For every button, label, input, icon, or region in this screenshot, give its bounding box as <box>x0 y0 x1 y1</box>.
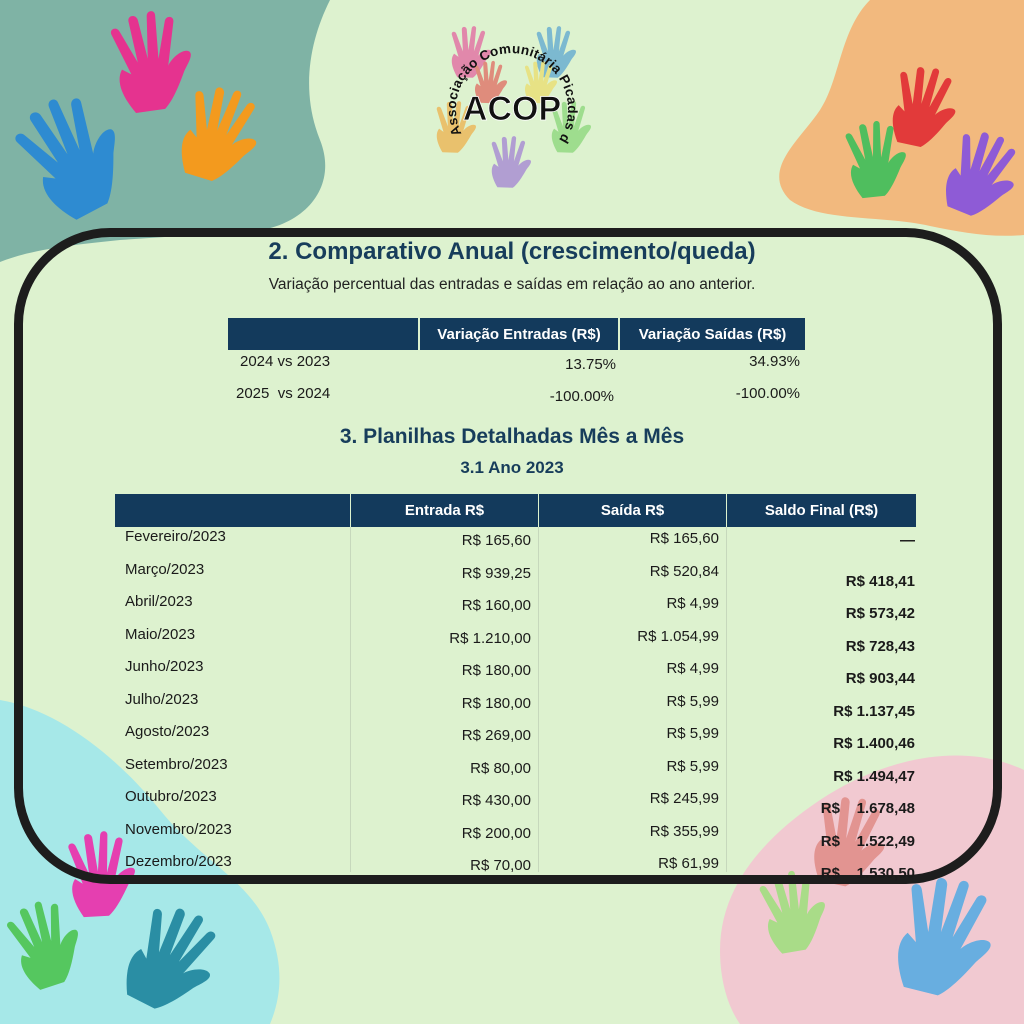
month-cell: Novembro/2023 <box>125 820 232 838</box>
month-cell: Agosto/2023 <box>125 723 210 740</box>
column-divider <box>350 527 351 872</box>
saida-cell: R$ 520,84 <box>649 562 719 580</box>
saldo-cell: — <box>900 532 915 549</box>
month-cell: Setembro/2023 <box>125 755 228 773</box>
entrada-cell: R$ 1.210,00 <box>449 629 531 647</box>
saida-cell: R$ 5,99 <box>666 692 719 710</box>
column-divider <box>726 527 727 872</box>
comparison-row-saidas: -100.00% <box>735 385 800 402</box>
saldo-cell: R$ 1.678,48 <box>820 800 915 817</box>
section2-subtitle: Variação percentual das entradas e saída… <box>268 276 756 293</box>
saldo-cell: R$ 1.522,49 <box>820 832 915 850</box>
logo: Associação Comunitária Picadas do Sul AC… <box>426 24 598 196</box>
section2-title: 2. Comparativo Anual (crescimento/queda) <box>268 238 756 265</box>
entrada-cell: R$ 180,00 <box>461 662 531 679</box>
saldo-cell: R$ 728,43 <box>845 637 915 655</box>
entrada-cell: R$ 160,00 <box>461 597 531 614</box>
entrada-cell: R$ 180,00 <box>461 694 531 712</box>
entrada-cell: R$ 80,00 <box>470 759 531 777</box>
section3-title: 3. Planilhas Detalhadas Mês a Mês <box>339 425 685 448</box>
comparison-row-label: 2024 vs 2023 <box>240 353 331 370</box>
saldo-cell: R$ 1.530,50 <box>820 865 915 882</box>
logo-acronym: ACOP <box>463 90 561 128</box>
saida-cell: R$ 5,99 <box>666 725 719 742</box>
month-cell: Julho/2023 <box>125 690 199 708</box>
month-cell: Abril/2023 <box>125 593 193 610</box>
month-cell: Junho/2023 <box>125 658 204 675</box>
month-cell: Outubro/2023 <box>125 788 217 805</box>
section3-subtitle: 3.1 Ano 2023 <box>460 458 564 477</box>
column-divider <box>538 527 539 872</box>
comparison-header-empty <box>228 318 418 350</box>
saida-cell: R$ 1.054,99 <box>637 627 719 645</box>
saida-cell: R$ 61,99 <box>658 855 719 872</box>
comparison-header-saidas: Variação Saídas (R$) <box>620 318 805 350</box>
entrada-cell: R$ 269,00 <box>461 727 531 744</box>
comparison-row-label: 2025 vs 2024 <box>236 385 331 402</box>
saldo-cell: R$ 1.137,45 <box>833 702 915 720</box>
entrada-cell: R$ 939,25 <box>461 564 531 582</box>
entrada-cell: R$ 70,00 <box>470 857 531 874</box>
saldo-cell: R$ 903,44 <box>845 670 915 687</box>
saldo-cell: R$ 1.494,47 <box>833 767 915 785</box>
saida-cell: R$ 4,99 <box>666 595 719 612</box>
content-frame <box>14 228 1002 884</box>
entrada-cell: R$ 165,60 <box>461 532 531 549</box>
saldo-cell: R$ 573,42 <box>845 605 915 622</box>
entrada-cell: R$ 200,00 <box>461 824 531 842</box>
saldo-cell: R$ 418,41 <box>845 572 915 590</box>
month-cell: Dezembro/2023 <box>125 853 232 870</box>
saldo-cell: R$ 1.400,46 <box>833 735 915 752</box>
saida-cell: R$ 165,60 <box>649 530 719 547</box>
monthly-header-month <box>115 494 350 527</box>
saida-cell: R$ 5,99 <box>666 757 719 775</box>
entrada-cell: R$ 430,00 <box>461 792 531 809</box>
comparison-header-entradas: Variação Entradas (R$) <box>420 318 618 350</box>
saida-cell: R$ 245,99 <box>649 790 719 807</box>
monthly-header-saldo: Saldo Final (R$) <box>727 494 916 527</box>
saida-cell: R$ 355,99 <box>649 822 719 840</box>
comparison-row-entradas: 13.75% <box>565 356 616 373</box>
comparison-row-entradas: -100.00% <box>549 388 614 405</box>
comparison-row-saidas: 34.93% <box>749 353 800 370</box>
saida-cell: R$ 4,99 <box>666 660 719 677</box>
month-cell: Maio/2023 <box>125 625 196 643</box>
monthly-header-entrada: Entrada R$ <box>351 494 538 527</box>
month-cell: Fevereiro/2023 <box>125 528 226 545</box>
month-cell: Março/2023 <box>125 560 205 578</box>
monthly-header-saida: Saída R$ <box>539 494 726 527</box>
